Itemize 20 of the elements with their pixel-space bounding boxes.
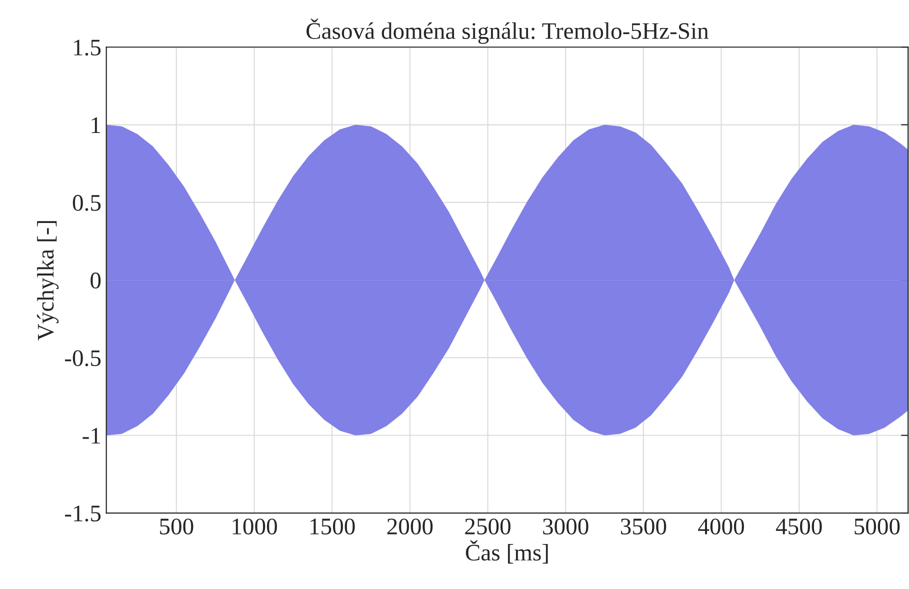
x-tick-label: 2000 [387,518,433,534]
y-tick-label: 1 [92,117,100,133]
x-axis-title: Čas [ms] [466,540,548,564]
x-tick-label: 4000 [698,518,744,534]
chart-title: Časová doména signálu: Tremolo-5Hz-Sin [306,18,709,44]
y-tick-label: -1 [82,428,100,444]
y-axis-title: Výchylka [-] [37,221,59,340]
x-tick-label: 1500 [310,518,355,534]
y-tick-label: 0 [90,272,101,288]
y-tick-label: 1.5 [74,40,101,56]
x-tick-label: 1000 [232,518,277,534]
y-tick-label: 0.5 [72,194,101,211]
y-tick-label: -0.5 [64,350,101,366]
y-tick-label: -1.5 [64,506,101,522]
x-tick-label: 2500 [465,518,510,534]
x-tick-label: 3000 [543,518,588,534]
x-tick-label: 5000 [854,518,900,534]
x-tick-label: 500 [160,518,194,534]
x-tick-label: 3500 [620,518,666,534]
x-tick-label: 4500 [776,518,822,534]
